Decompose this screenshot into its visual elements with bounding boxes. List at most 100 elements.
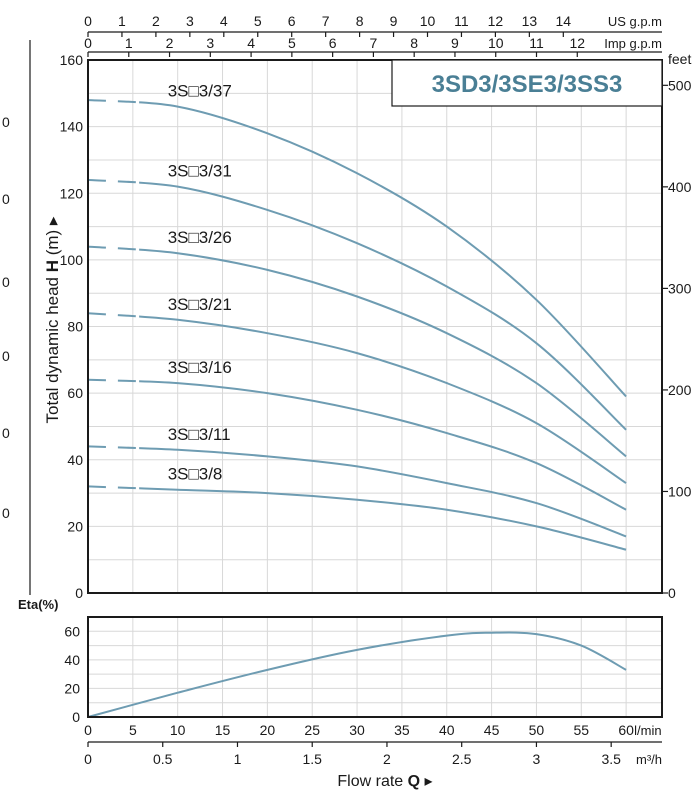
imp-gpm-tick-label: 5: [288, 35, 296, 51]
head-tick-label: 80: [67, 319, 83, 335]
lmin-tick-label: 25: [304, 722, 320, 738]
us-gpm-tick-label: 14: [556, 13, 572, 29]
m3h-tick-label: 2: [383, 751, 391, 767]
feet-tick-label: 300: [668, 280, 692, 296]
eta-tick-label: 0: [72, 709, 80, 725]
lmin-tick-label: 40: [439, 722, 455, 738]
head-tick-label: 160: [60, 52, 84, 68]
us-gpm-axis-label: US g.p.m: [608, 14, 662, 29]
lmin-tick-label: 45: [484, 722, 500, 738]
head-axis-label: Total dynamic head H (m) ▸: [43, 216, 62, 423]
us-gpm-tick-label: 13: [522, 13, 538, 29]
m3h-tick-label: 2.5: [452, 751, 472, 767]
imp-gpm-tick-label: 2: [166, 35, 174, 51]
us-gpm-tick-label: 11: [454, 13, 469, 29]
us-gpm-tick-label: 5: [254, 13, 262, 29]
title-box: 3SD3/3SE3/3SS3: [391, 59, 663, 107]
imp-gpm-tick-label: 9: [451, 35, 459, 51]
left-partial-tick: 0: [2, 348, 10, 364]
curve-label: 3S□3/16: [168, 358, 232, 377]
eta-axis-label: Eta(%): [18, 597, 58, 612]
left-partial-tick: 0: [2, 191, 10, 207]
us-gpm-tick-label: 7: [322, 13, 330, 29]
curve-label: 3S□3/8: [168, 465, 223, 484]
m3h-tick-label: 1: [234, 751, 242, 767]
imp-gpm-tick-label: 4: [247, 35, 255, 51]
lmin-tick-label: 20: [260, 722, 276, 738]
feet-tick-label: 400: [668, 179, 692, 195]
lmin-tick-label: 0: [84, 722, 92, 738]
us-gpm-tick-label: 8: [356, 13, 364, 29]
us-gpm-tick-label: 4: [220, 13, 228, 29]
curve-label: 3S□3/26: [168, 228, 232, 247]
lmin-tick-label: 50: [529, 722, 545, 738]
us-gpm-tick-label: 9: [390, 13, 398, 29]
m3h-tick-label: 0.5: [153, 751, 173, 767]
head-tick-label: 120: [60, 185, 84, 201]
m3h-tick-label: 3: [533, 751, 541, 767]
us-gpm-tick-label: 10: [420, 13, 436, 29]
head-tick-label: 60: [67, 385, 83, 401]
axes: 0204060801001201401600000000100200300400…: [2, 13, 692, 767]
left-partial-tick: 0: [2, 114, 10, 130]
left-partial-tick: 0: [2, 274, 10, 290]
lmin-tick-label: 15: [215, 722, 231, 738]
head-tick-label: 0: [75, 585, 83, 601]
feet-axis-label: feet: [668, 51, 691, 67]
chart-title: 3SD3/3SE3/3SS3: [432, 71, 623, 98]
imp-gpm-tick-label: 8: [410, 35, 418, 51]
head-curve: [139, 380, 627, 511]
m3h-tick-label: 3.5: [601, 751, 621, 767]
grid-lines: [87, 60, 662, 717]
curve-label: 3S□3/31: [168, 162, 232, 181]
us-gpm-tick-label: 1: [118, 13, 126, 29]
curve-label: 3S□3/37: [168, 82, 232, 101]
us-gpm-tick-label: 3: [186, 13, 194, 29]
m3h-tick-label: 0: [84, 751, 92, 767]
us-gpm-tick-label: 0: [84, 13, 92, 29]
lmin-tick-label: 60: [618, 722, 634, 738]
left-partial-tick: 0: [2, 425, 10, 441]
head-tick-label: 40: [67, 452, 83, 468]
eta-plot-frame: [87, 616, 663, 718]
imp-gpm-tick-label: 3: [206, 35, 214, 51]
m3h-unit-label: m³/h: [636, 752, 662, 767]
feet-tick-label: 100: [668, 483, 692, 499]
curve-label: 3S□3/21: [168, 295, 232, 314]
head-curve: [139, 315, 627, 484]
imp-gpm-axis-label: Imp g.p.m: [604, 36, 662, 51]
imp-gpm-tick-label: 7: [370, 35, 378, 51]
imp-gpm-tick-label: 12: [569, 35, 585, 51]
lmin-tick-label: 35: [394, 722, 410, 738]
m3h-tick-label: 1.5: [302, 751, 322, 767]
head-curve: [139, 248, 627, 458]
head-curve: [139, 447, 627, 538]
head-plot-frame: [87, 59, 663, 594]
imp-gpm-tick-label: 10: [488, 35, 504, 51]
lmin-tick-label: 5: [129, 722, 137, 738]
feet-tick-label: 200: [668, 382, 692, 398]
head-curve: [139, 181, 627, 431]
eta-tick-label: 60: [64, 623, 80, 639]
lmin-tick-label: 55: [573, 722, 589, 738]
us-gpm-tick-label: 6: [288, 13, 296, 29]
head-tick-label: 100: [60, 252, 84, 268]
curve-labels: 3S□3/37 3S□3/31 3S□3/26 3S□3/21 3S□3/16 3S□3/…: [168, 82, 232, 484]
flow-rate-label: Flow rate Q ▸: [337, 773, 432, 790]
lmin-unit-label: l/min: [634, 723, 661, 738]
feet-tick-label: 0: [668, 585, 676, 601]
us-gpm-tick-label: 2: [152, 13, 160, 29]
head-tick-label: 140: [60, 119, 84, 135]
head-tick-label: 20: [67, 518, 83, 534]
curve-label: 3S□3/11: [168, 425, 231, 444]
eta-tick-label: 20: [64, 680, 80, 696]
lmin-tick-label: 10: [170, 722, 186, 738]
eta-curve: [87, 631, 627, 718]
imp-gpm-tick-label: 6: [329, 35, 337, 51]
curves: [87, 99, 627, 718]
head-curve: [139, 101, 627, 398]
imp-gpm-tick-label: 0: [84, 35, 92, 51]
lmin-tick-label: 30: [349, 722, 365, 738]
eta-tick-label: 40: [64, 652, 80, 668]
